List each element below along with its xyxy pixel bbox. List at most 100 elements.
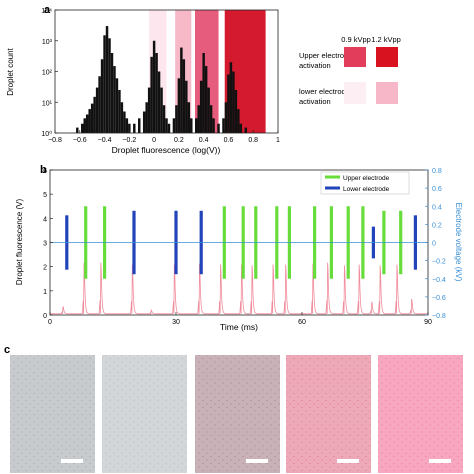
legend-swatch-upper-low [344,47,366,67]
right-y-tick-label: 0 [432,241,436,248]
histogram-bar [217,123,220,133]
histogram-bar [83,118,86,133]
right-y-tick-label: −0.2 [432,259,446,266]
histogram-bar [237,109,240,133]
histogram-bar [76,127,79,133]
panel-b-right-y-label: Electrode voltage (kV) [454,203,463,282]
y-tick-label: 2 [43,265,47,272]
legend-row-upper: Upper electrode activation [299,51,354,70]
right-y-tick-label: 0.2 [432,222,442,229]
histogram-bar [209,105,213,133]
histogram-bar [165,118,168,133]
panel-b-x-ticks: 0 30 60 90 [48,312,432,326]
histogram-bar [202,52,205,133]
y-tick-label: 6 [43,168,47,175]
histogram-bar [177,78,181,133]
histogram-bar [93,96,96,133]
x-tick-label: 0.6 [224,137,234,144]
micrograph-3 [195,355,280,473]
histogram-bar [155,52,158,133]
histogram-bar [113,66,116,133]
x-tick-label: −0.8 [48,137,62,144]
histogram-bar [185,80,188,133]
histogram-bar [125,118,129,133]
panel-a: a −0.8 −0.6 −0.4 −0.2 0 0.2 0.4 0.6 0.8 1 10⁰10¹1… [6,4,401,155]
y-tick-label: 10⁴ [41,8,52,15]
histogram-bar [120,102,124,133]
micrograph-1 [10,355,95,473]
histogram-bar [81,123,84,133]
histogram-bar [108,38,111,133]
panel-c-letter: c [4,344,10,356]
x-tick-label: 0.8 [248,137,258,144]
scale-bar [61,459,83,463]
x-tick-label: 90 [424,319,432,326]
histogram-bar [190,118,193,133]
histogram-bar [98,76,101,133]
x-tick-label: −0.2 [122,137,136,144]
y-tick-label: 0 [43,313,47,320]
histogram-bar [90,103,94,133]
panel-b-fluorescence-trace [50,262,428,316]
scale-bar [246,459,268,463]
panel-b-y-label: Droplet fluorescence (V) [15,199,24,286]
histogram-bar [244,127,248,133]
histogram-bar [142,111,146,133]
x-tick-label: −0.6 [73,137,87,144]
micrograph-4 [286,355,371,473]
panel-a-x-ticks: −0.8 −0.6 −0.4 −0.2 0 0.2 0.4 0.6 0.8 1 [48,130,280,144]
right-y-tick-label: 0.4 [432,204,442,211]
panel-b-letter: b [40,164,47,176]
histogram-bar [123,111,126,133]
histogram-bar [133,123,136,133]
y-tick-label: 10² [42,70,53,77]
histogram-bar [150,56,153,133]
histogram-bar [172,118,176,133]
x-tick-label: 30 [172,319,180,326]
legend-header-low: 0.9 kVpp [341,35,371,44]
y-tick-label: 1 [43,289,47,296]
histogram-bar [160,87,163,133]
y-tick-label: 10¹ [42,100,53,107]
legend-row-upper-line-1: Upper electrode [299,51,352,60]
histogram-bar [118,90,121,133]
histogram-bar [110,52,114,133]
histogram-bar [182,59,186,133]
panel-a-legend: 0.9 kVpp 1.2 kVpp Upper electrode activa… [299,35,401,106]
micrograph-5 [378,355,463,473]
legend-row-lower-line-1: lower electrode [299,87,350,96]
histogram-bar [100,59,104,133]
legend-row-lower: lower electrode activation [299,87,352,106]
histogram-bar [222,118,225,133]
right-y-tick-label: 0.6 [432,186,442,193]
right-y-tick-label: 0.8 [432,168,442,175]
legend-upper-electrode-label: Upper electrode [343,175,390,182]
panel-b-x-label: Time (ms) [220,322,258,332]
micrograph-2 [102,355,187,473]
panel-b-y-ticks: 0 1 2 3 4 5 6 [43,168,53,320]
y-tick-label: 10³ [42,39,53,46]
x-tick-label: 0.2 [174,137,184,144]
y-tick-label: 3 [43,241,47,248]
right-y-tick-label: −0.4 [432,277,446,284]
panel-a-letter: a [44,4,51,16]
histogram-bar [224,102,228,133]
x-tick-label: 1 [276,137,280,144]
histogram-bar [199,80,203,133]
x-tick-label: 0 [48,319,52,326]
histogram-bar [145,102,148,133]
legend-swatch-lower-high [376,82,398,104]
histogram-bar [232,71,235,133]
histogram-bar [85,114,89,133]
histogram-bar [162,105,166,133]
histogram-bar [187,102,191,133]
histogram-bar [115,78,119,133]
legend-header-high: 1.2 kVpp [371,35,401,44]
scale-bar [337,459,359,463]
y-tick-label: 4 [43,216,47,223]
histogram-bar [234,90,238,133]
histogram-bar [105,26,109,133]
legend-row-lower-line-2: activation [299,97,331,106]
histogram-bar [175,105,178,133]
histogram-bar [227,74,230,133]
